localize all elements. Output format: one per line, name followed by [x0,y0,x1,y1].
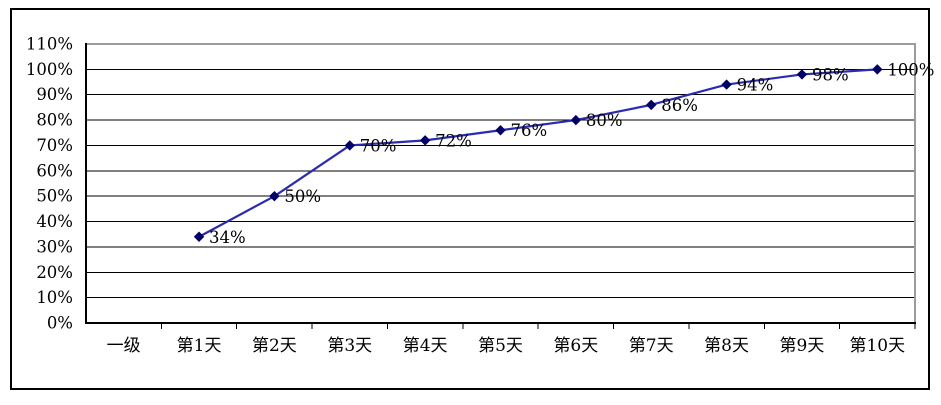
data-point-label: 80% [586,111,623,130]
y-tick-label: 70% [36,136,73,155]
x-tick-label: 第10天 [849,336,905,356]
y-tick-label: 20% [36,263,73,282]
y-tick-label: 40% [36,212,73,231]
y-tick-label: 110% [26,35,73,54]
data-point-marker [796,69,808,80]
x-tick-label: 第3天 [327,336,372,356]
data-point-marker [419,135,431,146]
x-tick-label: 第6天 [553,336,598,356]
plot-area-border [85,43,916,324]
x-tick-label: 第5天 [478,336,523,356]
data-point-label: 34% [209,228,246,247]
data-point-marker [872,64,883,75]
y-tick-label: 100% [26,60,73,79]
x-tick-label: 第2天 [252,336,297,356]
data-point-marker [269,190,280,202]
data-point-marker [570,114,582,126]
y-tick-label: 50% [36,187,73,206]
data-point-label: 100% [887,60,934,79]
y-tick-label: 90% [36,85,73,104]
series-line [197,68,879,238]
y-tick-label: 30% [36,237,73,256]
data-point-label: 50% [284,187,321,206]
y-tick-label: 80% [36,111,73,130]
y-tick-label: 10% [36,288,73,307]
x-tick-label: 第1天 [177,336,222,356]
y-tick-label: 0% [47,314,73,333]
data-point-label: 76% [511,121,548,140]
data-point-label: 86% [661,96,698,115]
x-tick-label: 第9天 [780,336,825,356]
chart-outer-border [10,8,930,390]
data-point-label: 72% [435,131,472,150]
data-point-marker [721,79,732,90]
data-point-label: 70% [360,136,397,155]
data-point-label: 94% [737,76,774,95]
x-tick-label: 第8天 [704,336,749,356]
data-point-marker [193,231,205,242]
data-point-marker [344,140,355,151]
x-tick-label: 一级 [107,336,141,356]
x-tick-label: 第7天 [629,336,674,356]
data-point-marker [495,125,506,136]
x-tick-label: 第4天 [403,336,448,356]
data-point-label: 98% [812,65,849,84]
data-point-marker [646,99,657,111]
y-tick-label: 60% [36,161,73,180]
